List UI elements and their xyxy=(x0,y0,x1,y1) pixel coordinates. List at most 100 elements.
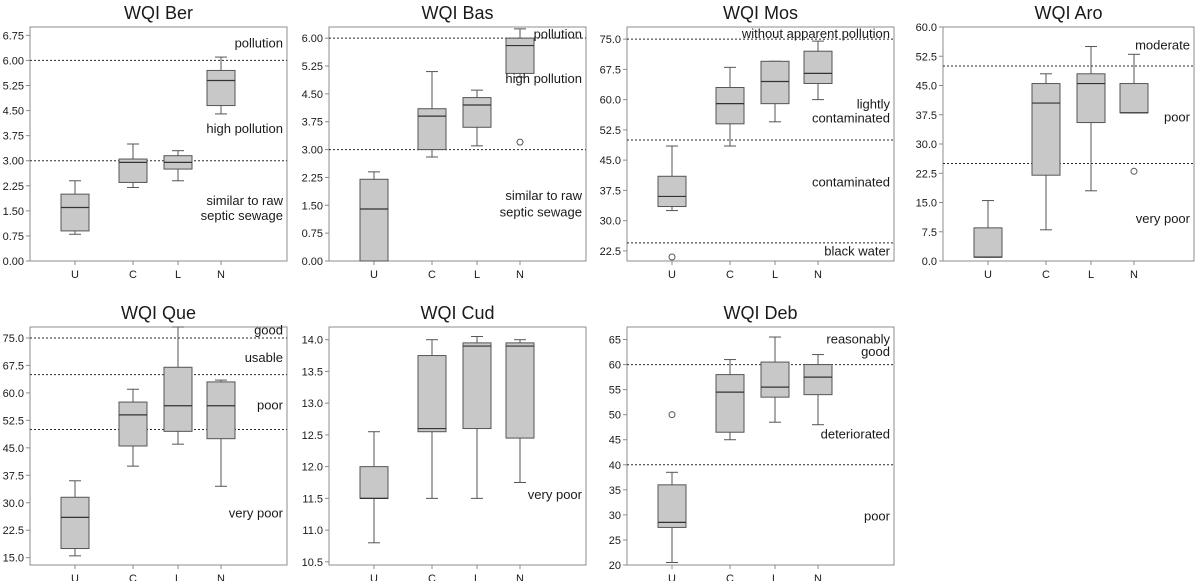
y-tick-label: 60.0 xyxy=(600,95,621,107)
panel-title: WQI Que xyxy=(121,303,196,323)
iqr-box xyxy=(118,158,148,183)
y-tick-label: 25 xyxy=(609,535,621,547)
x-tick-label: N xyxy=(217,573,225,581)
panel-title: WQI Bas xyxy=(421,3,493,23)
zone-label: similar to raw xyxy=(206,193,283,208)
x-tick-label: L xyxy=(474,573,480,581)
box-C xyxy=(1031,73,1061,231)
y-tick-label: 4.50 xyxy=(3,106,24,118)
outlier-point xyxy=(516,138,524,146)
iqr-box xyxy=(803,50,833,84)
zone-label: reasonably xyxy=(826,332,890,347)
panel-title: WQI Deb xyxy=(723,303,797,323)
x-tick-label: N xyxy=(814,573,822,581)
x-tick-label: C xyxy=(129,269,137,281)
outlier-point xyxy=(668,411,676,419)
box-L xyxy=(163,150,193,182)
zone-label: deteriorated xyxy=(821,427,890,442)
x-tick-label: U xyxy=(370,269,378,281)
y-tick-label: 60.0 xyxy=(916,22,937,34)
y-tick-label: 22.5 xyxy=(916,168,937,180)
box-U xyxy=(359,431,389,544)
box-L xyxy=(462,89,492,147)
box-U xyxy=(359,171,389,262)
y-tick-label: 30.0 xyxy=(600,216,621,228)
chart-panel-4: WQI Aro 0.0 7.5 15.0 22.5 30.0 37.5 45.0 52.5 60.… xyxy=(916,3,1195,281)
iqr-box xyxy=(1031,83,1061,176)
plot-frame xyxy=(29,326,288,566)
box-U xyxy=(657,411,687,563)
zone-label: good xyxy=(861,344,890,359)
x-tick-label: U xyxy=(668,269,676,281)
zone-label: septic sewage xyxy=(201,208,283,223)
zone-label: poor xyxy=(1164,109,1191,124)
iqr-box xyxy=(60,193,90,232)
iqr-box xyxy=(760,60,790,105)
x-tick-label: C xyxy=(428,573,436,581)
y-tick-label: 0.75 xyxy=(302,228,323,240)
box-C xyxy=(118,388,148,467)
zone-label: high pollution xyxy=(505,71,582,86)
y-tick-label: 67.5 xyxy=(600,64,621,76)
x-tick-label: L xyxy=(175,269,181,281)
zone-label: good xyxy=(254,323,283,338)
box-C xyxy=(118,143,148,188)
iqr-box xyxy=(206,381,236,440)
iqr-box xyxy=(505,37,535,74)
y-tick-label: 30.0 xyxy=(3,498,24,510)
y-tick-label: 50 xyxy=(609,410,621,422)
y-tick-label: 0.00 xyxy=(302,256,323,268)
x-tick-label: C xyxy=(1042,269,1050,281)
iqr-box xyxy=(973,227,1003,258)
zone-label: poor xyxy=(864,508,891,523)
y-tick-label: 0.0 xyxy=(922,256,937,268)
x-tick-label: C xyxy=(726,573,734,581)
y-tick-label: 0.00 xyxy=(3,256,24,268)
y-tick-label: 22.5 xyxy=(600,246,621,258)
y-tick-label: 45.0 xyxy=(600,155,621,167)
box-L xyxy=(760,336,790,423)
plot-frame xyxy=(328,326,587,566)
y-tick-label: 12.5 xyxy=(302,430,323,442)
y-tick-label: 35 xyxy=(609,485,621,497)
chart-panel-7: WQI Deb 20 25 30 35 40 45 50 55 60 65 U C L Nreasonabl… xyxy=(609,303,895,581)
panel-title: WQI Cud xyxy=(420,303,494,323)
box-U xyxy=(973,200,1003,258)
y-tick-label: 22.5 xyxy=(3,525,24,537)
y-tick-label: 45 xyxy=(609,435,621,447)
box-N xyxy=(1119,53,1149,175)
zone-label: septic sewage xyxy=(500,205,582,220)
zone-label: contaminated xyxy=(812,111,890,126)
x-tick-label: N xyxy=(516,573,524,581)
box-L xyxy=(760,60,790,123)
y-tick-label: 13.0 xyxy=(302,398,323,410)
y-tick-label: 7.5 xyxy=(922,227,937,239)
x-tick-label: U xyxy=(71,573,79,581)
iqr-box xyxy=(657,484,687,528)
y-tick-label: 3.75 xyxy=(302,117,323,129)
box-C xyxy=(715,359,745,441)
plot-frame xyxy=(328,26,587,262)
y-tick-label: 75.0 xyxy=(600,34,621,46)
zone-label: without apparent pollution xyxy=(741,26,890,41)
iqr-box xyxy=(462,342,492,430)
y-tick-label: 1.50 xyxy=(302,200,323,212)
x-tick-label: N xyxy=(217,269,225,281)
iqr-box xyxy=(760,361,790,398)
zone-label: poor xyxy=(257,398,284,413)
y-tick-label: 10.5 xyxy=(302,557,323,569)
plot-frame xyxy=(626,26,895,262)
y-tick-label: 6.75 xyxy=(3,30,24,42)
x-tick-label: L xyxy=(474,269,480,281)
box-U xyxy=(60,180,90,235)
plot-frame xyxy=(29,26,288,262)
chart-panel-5: WQI Que 15.0 22.5 30.0 37.5 45.0 52.5 60.0 67.5 7… xyxy=(3,303,288,581)
box-C xyxy=(417,339,447,499)
x-tick-label: U xyxy=(984,269,992,281)
y-tick-label: 37.5 xyxy=(3,470,24,482)
zone-label: high pollution xyxy=(206,121,283,136)
zone-label: moderate xyxy=(1135,37,1190,52)
x-tick-label: L xyxy=(772,573,778,581)
zone-label: very poor xyxy=(528,487,583,502)
